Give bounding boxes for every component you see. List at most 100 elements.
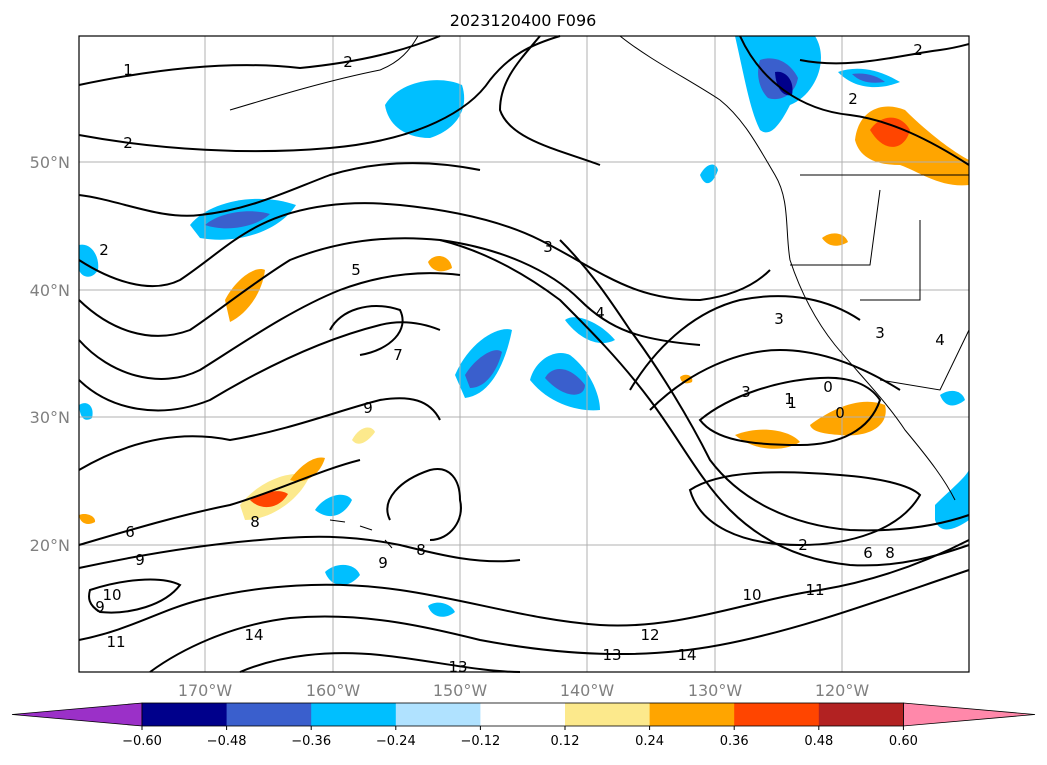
contour-label: 14 [244, 626, 263, 644]
hawaii-islands [329, 519, 393, 549]
map-background [79, 36, 969, 672]
contour-label: 3 [543, 238, 553, 256]
contour-line [649, 348, 901, 411]
colorbar-segment [395, 703, 481, 726]
positive-patch [810, 401, 886, 436]
positive-patch [79, 513, 96, 524]
contour-label: 13 [448, 658, 467, 676]
contour-line [78, 459, 361, 546]
contour-label: 10 [102, 586, 121, 604]
contour-label: 3 [741, 383, 751, 401]
colorbar-segment [311, 703, 397, 726]
colorbar-tick-label: −0.48 [207, 734, 247, 749]
contour-line [329, 305, 404, 356]
contour-label: 8 [250, 513, 260, 531]
positive-patch [870, 117, 910, 147]
negative-patch [940, 390, 965, 406]
contour-label: 5 [351, 261, 361, 279]
contour-label: 6 [863, 544, 873, 562]
contour-label: 3 [875, 324, 885, 342]
contour-line [78, 162, 481, 217]
colorbar-tick-label: 0.60 [889, 734, 918, 749]
negative-patch [205, 211, 270, 229]
contour-label: 9 [135, 551, 145, 569]
colorbar-segment [480, 703, 566, 726]
contour-label: 2 [123, 134, 133, 152]
contour-label: 7 [393, 346, 403, 364]
lon-label: 130°W [688, 681, 743, 700]
contour-label: 9 [95, 598, 105, 616]
negative-patch [79, 403, 93, 420]
contour-label: 4 [595, 304, 605, 322]
colorbar-segment [565, 703, 651, 726]
colorbar-segment [818, 703, 904, 726]
lat-label: 30°N [30, 408, 70, 427]
map-frame [78, 35, 970, 673]
north-america-coast [619, 35, 956, 501]
colorbar-extension-low [11, 702, 143, 727]
colorbar-segment [226, 703, 312, 726]
colorbar-tick-label: −0.24 [376, 734, 416, 749]
latitude-labels: 50°N 40°N 30°N 20°N [30, 153, 70, 555]
contour-label: 0 [835, 404, 845, 422]
contour-line [78, 202, 771, 302]
contour-label: 8 [416, 541, 426, 559]
lat-label: 40°N [30, 281, 70, 300]
contour-line [78, 397, 441, 471]
contour-label: 1 [784, 390, 794, 408]
contour-label: 2 [99, 241, 109, 259]
contour-label: 3 [774, 310, 784, 328]
state-border [790, 189, 881, 266]
contour-label: 11 [805, 581, 824, 599]
contour-label: 4 [935, 331, 945, 349]
contour-line [386, 468, 462, 541]
shaded-anomaly-field [79, 36, 969, 617]
lon-label: 170°W [178, 681, 233, 700]
contour-label: 9 [363, 399, 373, 417]
lon-label: 140°W [560, 681, 615, 700]
border-line [879, 329, 970, 391]
contour-line [78, 539, 970, 641]
state-border [860, 220, 921, 301]
negative-patch [465, 350, 502, 388]
colorbar-tick-label: 0.12 [551, 734, 580, 749]
negative-patch [935, 470, 969, 530]
contour-label: 14 [677, 646, 696, 664]
lat-label: 50°N [30, 153, 70, 172]
figure-title: 2023120400 F096 [450, 11, 597, 30]
contour-line [239, 652, 521, 673]
contour-line [739, 35, 970, 166]
lat-label: 20°N [30, 536, 70, 555]
contour-label: 2 [913, 41, 923, 59]
contour-line [78, 237, 701, 346]
contour-line [698, 376, 882, 447]
colorbar-segment [734, 703, 820, 726]
contour-line [439, 239, 970, 567]
positive-patch [290, 457, 325, 482]
colorbar-segment [649, 703, 735, 726]
contour-label: 1 [123, 61, 133, 79]
contour-label: 1 [787, 394, 797, 412]
colorbar-frame [141, 702, 904, 727]
coastlines [229, 35, 970, 549]
negative-patch [385, 80, 465, 138]
negative-patch [852, 73, 885, 83]
contour-line [78, 35, 441, 86]
contour-line [78, 321, 441, 412]
colorbar-tick-label: −0.12 [460, 734, 500, 749]
colorbar-tick-label: −0.60 [122, 734, 162, 749]
contour-label: 0 [823, 378, 833, 396]
contour-line [88, 578, 182, 614]
contour-label: 9 [378, 554, 388, 572]
contour-line [78, 272, 461, 380]
colorbar-tick-label: 0.24 [635, 734, 664, 749]
colorbar: −0.60 −0.48 −0.36 −0.24 −0.12 0.12 0.24 0.36 0.4… [11, 702, 1036, 749]
colorbar-tick-label: 0.36 [720, 734, 749, 749]
contour-label: 10 [742, 586, 761, 604]
negative-patch [700, 164, 718, 184]
negative-patch [428, 602, 455, 617]
contour-label-layer: 1222345796910911141313121410112683100334… [95, 41, 945, 676]
map-panel: 1222345796910911141313121410112683100334… [30, 35, 970, 700]
contour-line [629, 295, 861, 391]
